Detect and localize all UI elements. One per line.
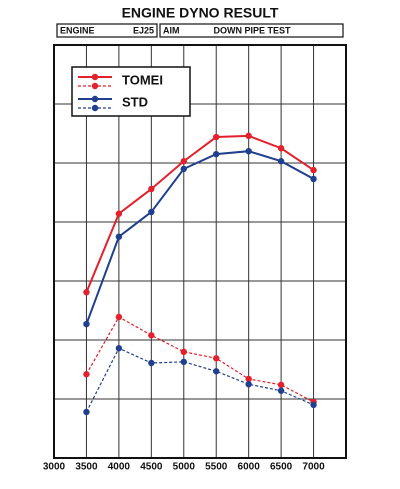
header-value: EJ25 <box>133 25 154 35</box>
x-tick-label: 5500 <box>205 462 228 473</box>
data-point <box>213 133 220 141</box>
legend-marker <box>91 73 99 81</box>
series-line <box>85 134 315 293</box>
data-point <box>148 208 155 216</box>
legend-label: STD <box>122 94 148 109</box>
data-point <box>83 408 90 416</box>
data-point <box>213 368 220 375</box>
data-point <box>310 175 317 183</box>
data-point <box>83 371 90 378</box>
data-point <box>310 401 317 409</box>
data-point <box>115 345 123 352</box>
data-point <box>277 381 285 389</box>
data-point <box>245 148 252 155</box>
header-label: ENGINE <box>60 25 95 35</box>
data-point <box>83 320 90 328</box>
legend-marker <box>91 82 99 90</box>
plot-frame <box>53 44 347 459</box>
legend-marker <box>91 95 99 103</box>
legend-marker <box>91 104 99 112</box>
data-point <box>245 381 252 388</box>
chart-title: ENGINE DYNO RESULT <box>122 5 279 21</box>
x-tick-label: 4000 <box>108 462 131 473</box>
data-point <box>180 358 187 366</box>
series-line <box>85 150 315 325</box>
data-point <box>83 289 90 296</box>
data-point <box>180 348 187 355</box>
x-tick-label: 3500 <box>75 462 98 473</box>
x-tick-label: 5000 <box>173 462 196 473</box>
series-line <box>85 347 314 413</box>
data-point <box>115 313 123 321</box>
header-box <box>159 23 344 38</box>
legend-box <box>71 66 191 117</box>
data-point <box>115 233 123 240</box>
data-point <box>310 166 317 174</box>
x-tick-label: 6500 <box>270 462 293 473</box>
x-tick-label: 6000 <box>238 462 261 473</box>
header-box <box>56 23 158 38</box>
data-point <box>277 158 285 165</box>
data-point <box>245 132 252 140</box>
series-line <box>85 316 314 403</box>
data-point <box>180 158 187 165</box>
data-point <box>277 387 285 394</box>
x-tick-label: 7000 <box>302 462 325 473</box>
header-value: DOWN PIPE TEST <box>213 25 291 35</box>
data-point <box>148 332 155 339</box>
data-point <box>245 375 252 383</box>
data-point <box>180 165 187 173</box>
data-point <box>148 359 155 367</box>
data-point <box>213 355 220 362</box>
legend-label: TOMEI <box>122 72 163 87</box>
data-point <box>277 145 285 152</box>
data-point <box>115 210 123 217</box>
header-label: AIM <box>163 25 180 35</box>
x-tick-label: 3000 <box>43 462 66 473</box>
data-point <box>213 150 220 158</box>
x-tick-label: 4500 <box>140 462 163 473</box>
data-point <box>148 185 155 193</box>
